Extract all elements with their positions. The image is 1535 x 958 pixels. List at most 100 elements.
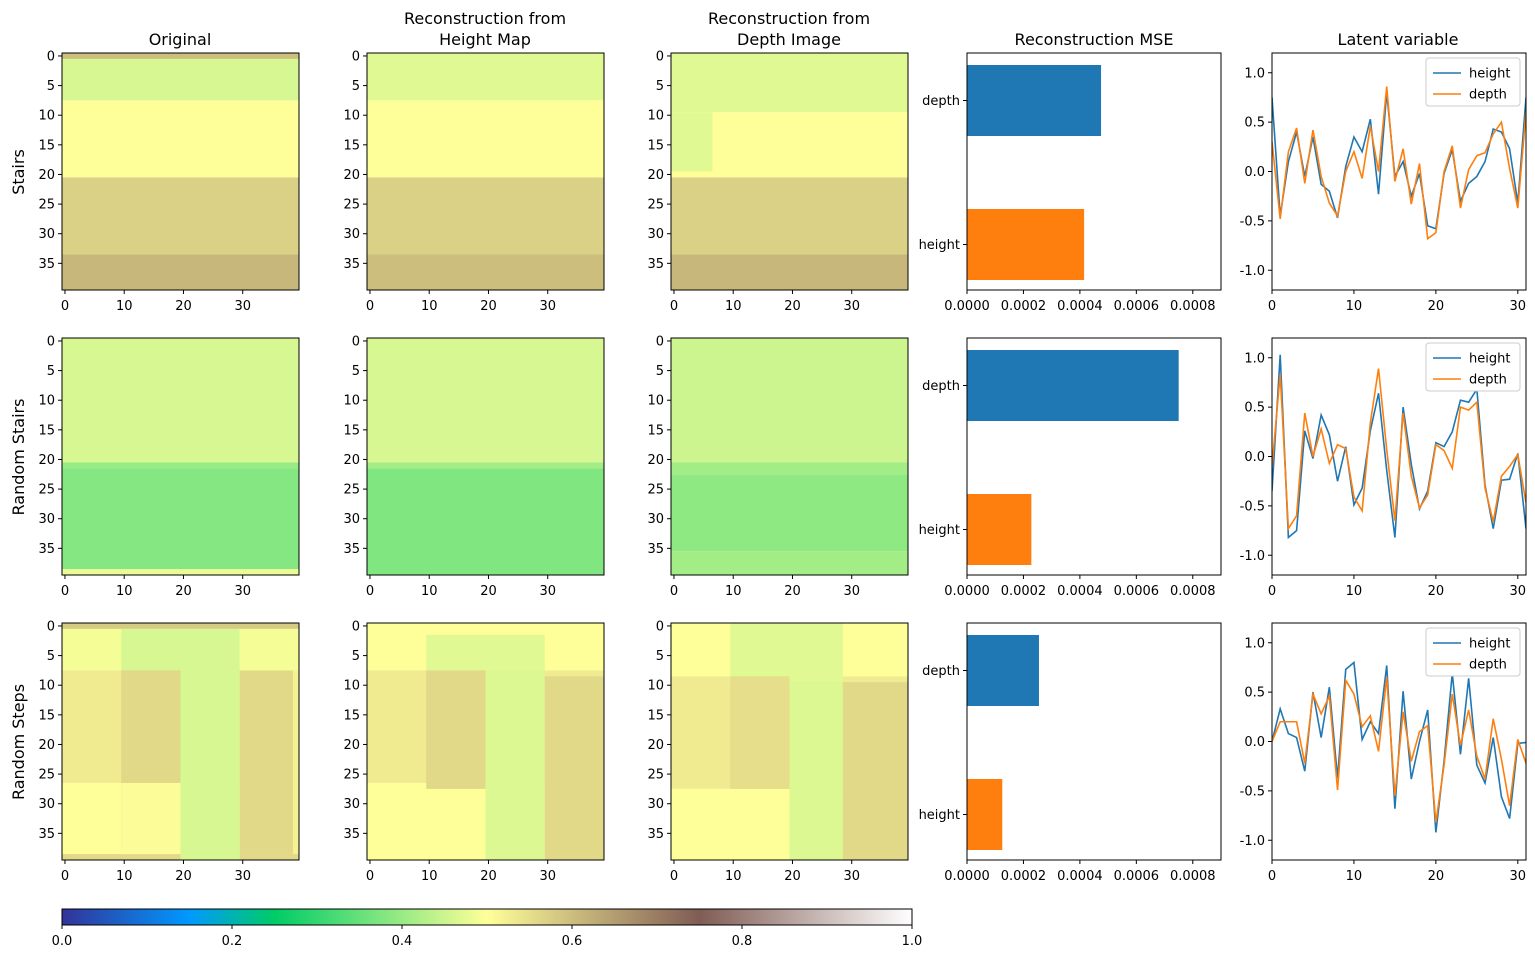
x-tick-label: 0: [61, 869, 69, 884]
heatmap-patch: [426, 670, 486, 789]
y-tick-label: 20: [343, 168, 360, 183]
mse-bar-depth: [967, 65, 1102, 136]
heatmap-band: [367, 53, 604, 101]
column-title-recon-height-line2: Height Map: [439, 30, 531, 49]
x-tick-label: 10: [1346, 869, 1363, 884]
heatmap-original-random-stairs: 0 5 10 15 20 25 30 35 0 10 20 30: [38, 334, 300, 599]
heatmap-band: [62, 177, 299, 255]
y-tick-label: 20: [343, 738, 360, 753]
y-tick-label: 15: [343, 138, 360, 153]
legend-label-depth: depth: [1469, 373, 1507, 388]
heatmap-band: [367, 462, 604, 469]
x-tick-label: 0.0008: [1170, 869, 1216, 884]
y-tick-label: 20: [38, 168, 55, 183]
latent-line-depth: [1272, 86, 1526, 241]
y-tick-label: 0: [352, 334, 360, 349]
x-tick-label: 0.0008: [1170, 299, 1216, 314]
x-tick-label: 10: [116, 584, 133, 599]
heatmap-patch: [293, 670, 299, 855]
y-tick-label: 0: [656, 619, 664, 634]
y-tick-label: 0: [47, 619, 55, 634]
y-tick-label: 0: [352, 619, 360, 634]
y-tick-label: 25: [647, 198, 664, 213]
x-tick-label: 0: [1268, 584, 1276, 599]
heatmap-band: [671, 53, 908, 113]
y-tick-label: 0.0: [1244, 735, 1265, 750]
y-tick-label: height: [919, 523, 960, 538]
x-tick-label: 0.0004: [1057, 869, 1103, 884]
y-tick-label: 25: [647, 768, 664, 783]
heatmap-frame: [670, 52, 909, 291]
y-tick-label: 25: [38, 768, 55, 783]
heatmap-band: [671, 338, 908, 463]
y-tick-label: 20: [38, 453, 55, 468]
y-tick-label: 35: [343, 827, 360, 842]
x-tick-label: 30: [234, 584, 251, 599]
x-tick-label: 0: [1268, 299, 1276, 314]
y-tick-label: 15: [38, 708, 55, 723]
mse-bar-height: [967, 494, 1032, 565]
y-tick-label: 1.0: [1244, 351, 1265, 366]
heatmap-patch: [121, 782, 181, 855]
heatmap-band: [367, 177, 604, 255]
latent-chart-random-steps: 1.0 0.5 0.0 -0.5 -1.0 0 10 20 30 height depth: [1240, 622, 1527, 884]
y-tick-label: 35: [647, 827, 664, 842]
mse-bar-height: [967, 779, 1003, 850]
y-tick-label: 25: [647, 483, 664, 498]
y-tick-label: 0: [47, 334, 55, 349]
x-tick-label: 0: [61, 584, 69, 599]
row-label-random-steps: Random Steps: [9, 684, 28, 800]
y-tick-label: 35: [343, 542, 360, 557]
x-tick-label: 30: [539, 584, 556, 599]
y-tick-label: -0.5: [1240, 214, 1265, 229]
colorbar-tick-label: 0.8: [732, 934, 753, 949]
y-tick-label: 30: [647, 797, 664, 812]
x-tick-label: 0.0000: [944, 584, 990, 599]
heatmap-band: [367, 254, 604, 290]
x-tick-label: 20: [1428, 299, 1445, 314]
heatmap-patch: [121, 628, 240, 671]
y-tick-label: 25: [343, 768, 360, 783]
heatmap-patch: [842, 682, 908, 860]
legend-label-height: height: [1469, 67, 1510, 82]
x-tick-label: 0: [670, 869, 678, 884]
y-tick-label: 10: [343, 679, 360, 694]
x-tick-label: 30: [843, 299, 860, 314]
y-tick-label: 10: [38, 109, 55, 124]
x-tick-label: 10: [421, 869, 438, 884]
x-tick-label: 10: [116, 869, 133, 884]
y-tick-label: 5: [47, 79, 55, 94]
x-tick-label: 20: [1428, 869, 1445, 884]
y-tick-label: 5: [656, 649, 664, 664]
y-tick-label: 10: [647, 394, 664, 409]
heatmap-band: [367, 338, 604, 463]
y-tick-label: 25: [343, 483, 360, 498]
y-tick-label: 10: [38, 394, 55, 409]
x-tick-label: 0: [366, 299, 374, 314]
column-title-mse: Reconstruction MSE: [1015, 30, 1174, 49]
y-tick-label: 30: [343, 512, 360, 527]
x-tick-label: 0.0002: [1001, 869, 1047, 884]
mse-bar-depth: [967, 350, 1179, 421]
y-tick-label: -0.5: [1240, 784, 1265, 799]
y-tick-label: 10: [38, 679, 55, 694]
y-tick-label: 20: [38, 738, 55, 753]
heatmap-patch: [730, 623, 843, 683]
heatmap-band: [367, 100, 604, 178]
x-tick-label: 30: [1510, 584, 1527, 599]
heatmap-band: [62, 254, 299, 290]
legend-label-depth: depth: [1469, 88, 1507, 103]
y-tick-label: -0.5: [1240, 499, 1265, 514]
y-tick-label: 30: [38, 512, 55, 527]
mse-chart-random-steps: depth height 0.0000 0.0002 0.0004 0.0006 0.000…: [919, 622, 1222, 884]
y-tick-label: 0: [352, 49, 360, 64]
y-tick-label: 35: [38, 257, 55, 272]
x-tick-label: 20: [480, 584, 497, 599]
x-tick-label: 20: [175, 299, 192, 314]
y-tick-label: 35: [38, 827, 55, 842]
x-tick-label: 30: [1510, 869, 1527, 884]
x-tick-label: 0: [670, 584, 678, 599]
heatmap-band: [62, 58, 299, 101]
mse-chart-stairs: depth height 0.0000 0.0002 0.0004 0.0006 0.000…: [919, 52, 1222, 314]
